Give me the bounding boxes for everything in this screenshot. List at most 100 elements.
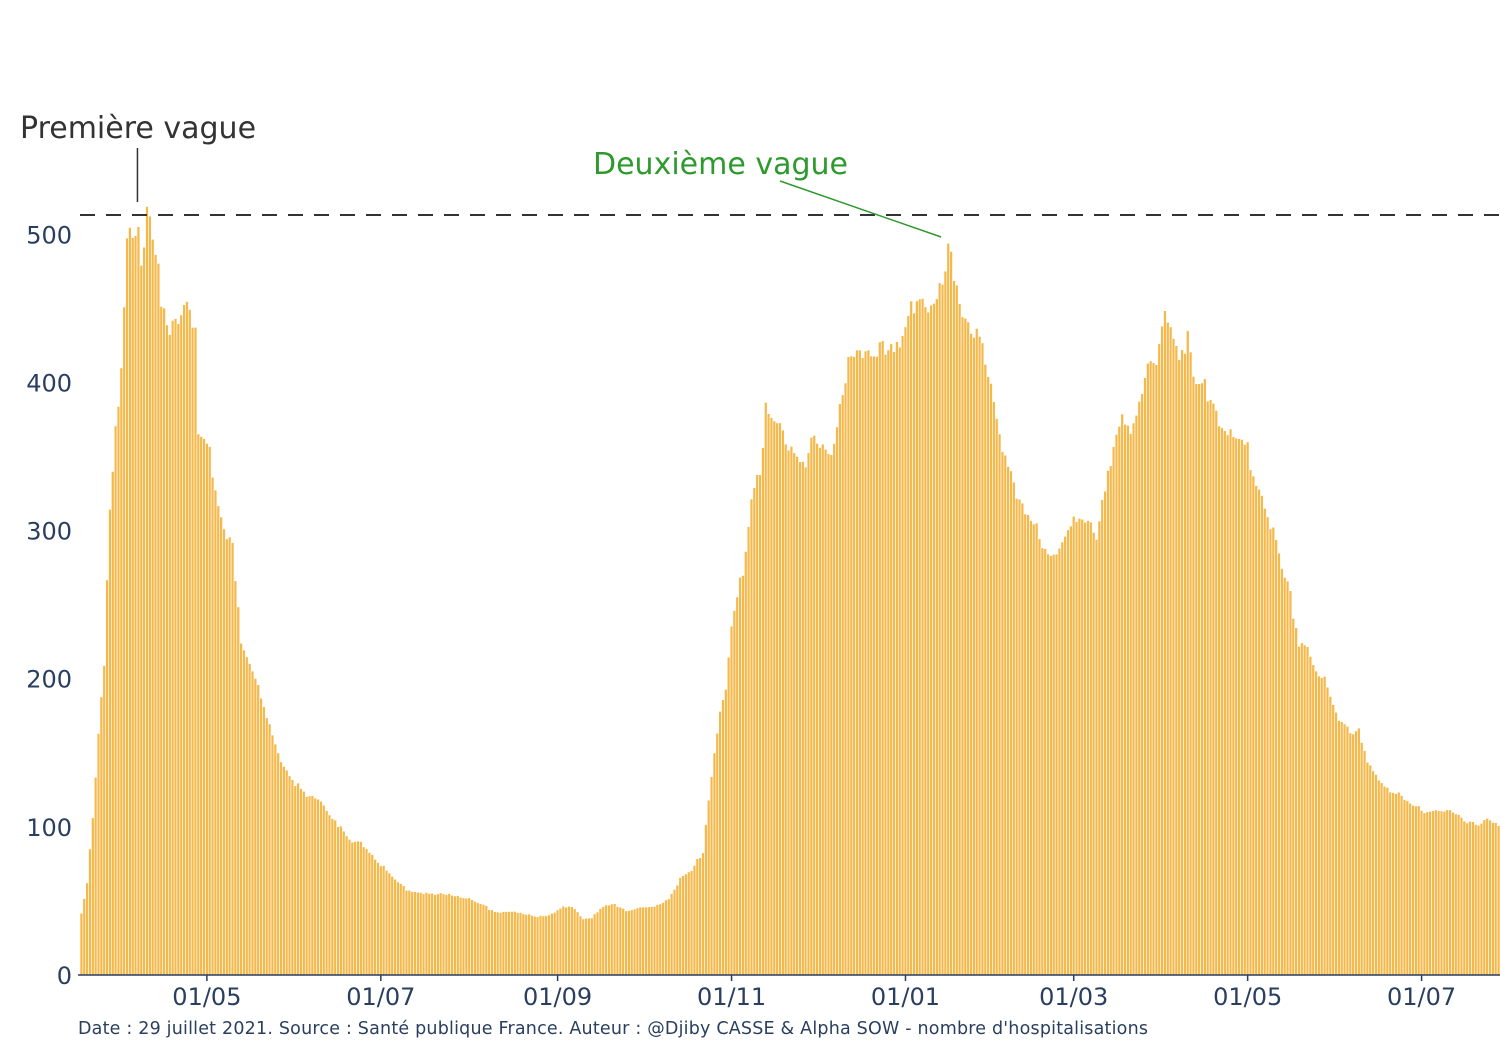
bar: [515, 912, 520, 976]
bar: [1368, 764, 1372, 976]
bar: [1066, 529, 1070, 976]
bar: [219, 516, 223, 976]
bar: [1468, 821, 1472, 976]
bar: [1166, 321, 1170, 976]
bar: [564, 906, 568, 976]
bar: [858, 349, 862, 976]
bar: [310, 795, 315, 976]
bar: [353, 841, 357, 976]
y-tick-label: 500: [26, 221, 72, 249]
bar: [262, 706, 266, 976]
bar: [450, 894, 454, 976]
bar: [994, 418, 999, 976]
bar: [1485, 818, 1489, 976]
bar: [986, 376, 990, 976]
bar: [419, 892, 423, 976]
bar: [133, 235, 138, 976]
bar: [1137, 401, 1142, 976]
bar: [148, 215, 152, 976]
bar: [1034, 522, 1039, 976]
bar: [88, 848, 92, 976]
bar: [293, 785, 298, 976]
bar: [963, 317, 968, 976]
bar: [906, 315, 911, 976]
bar: [510, 911, 514, 976]
bar: [273, 743, 278, 976]
bar: [507, 911, 511, 976]
x-tick-label: 01/05: [172, 983, 241, 1011]
bar: [1106, 470, 1110, 976]
y-tick-label: 0: [57, 962, 72, 990]
bar: [829, 454, 834, 976]
bar: [91, 817, 95, 976]
annotation-arrow-second-wave: [779, 180, 942, 238]
bar: [447, 893, 451, 976]
bar: [168, 334, 172, 976]
bar: [578, 915, 583, 976]
bar: [319, 800, 323, 976]
bar: [1265, 516, 1270, 976]
bar: [789, 446, 794, 976]
bar: [655, 904, 660, 976]
bar: [732, 610, 737, 976]
bar: [615, 906, 620, 976]
bar: [185, 301, 189, 976]
bar: [1046, 553, 1050, 976]
bar: [783, 443, 788, 976]
bar: [116, 406, 121, 976]
bar: [1474, 824, 1478, 976]
bar: [1439, 810, 1444, 976]
bar: [125, 237, 129, 976]
bar: [336, 826, 340, 976]
bar: [701, 852, 705, 976]
bar: [997, 433, 1002, 976]
bar: [1054, 553, 1059, 976]
bar: [473, 900, 477, 976]
bar: [1294, 627, 1298, 976]
bar: [1117, 426, 1122, 976]
bar: [1342, 723, 1347, 976]
bar: [193, 326, 198, 976]
bar: [1280, 568, 1284, 976]
bar: [1334, 711, 1338, 976]
bar: [1188, 351, 1193, 976]
bar: [1337, 720, 1341, 976]
bar: [766, 413, 771, 976]
bar: [299, 788, 303, 976]
bar: [190, 327, 195, 976]
bar: [678, 877, 682, 976]
bar: [1197, 383, 1201, 976]
bar: [892, 351, 896, 976]
bar: [798, 461, 802, 976]
bar: [282, 766, 286, 976]
bar: [544, 915, 548, 976]
bar: [501, 911, 506, 976]
bar: [966, 321, 970, 976]
bar: [1314, 670, 1318, 976]
bar: [436, 893, 440, 976]
bar: [584, 917, 588, 976]
bar: [604, 904, 608, 976]
x-tick-label: 01/07: [1387, 983, 1456, 1011]
bar: [920, 298, 925, 976]
bar: [350, 841, 355, 976]
bar: [458, 896, 463, 976]
bar: [464, 897, 469, 976]
bar: [1465, 822, 1469, 976]
bar: [1431, 810, 1435, 976]
bar: [1071, 516, 1076, 976]
bar: [324, 810, 329, 976]
bar: [467, 897, 471, 976]
bar: [1260, 495, 1264, 976]
bar: [792, 452, 796, 976]
bar: [484, 905, 489, 976]
bar: [1140, 393, 1144, 976]
bar: [1391, 792, 1395, 976]
bar: [430, 892, 434, 976]
bar: [809, 436, 814, 976]
bar: [1305, 646, 1310, 976]
bar: [572, 908, 577, 976]
bar: [1288, 590, 1293, 976]
bar: [202, 438, 206, 976]
bar: [1191, 376, 1196, 976]
